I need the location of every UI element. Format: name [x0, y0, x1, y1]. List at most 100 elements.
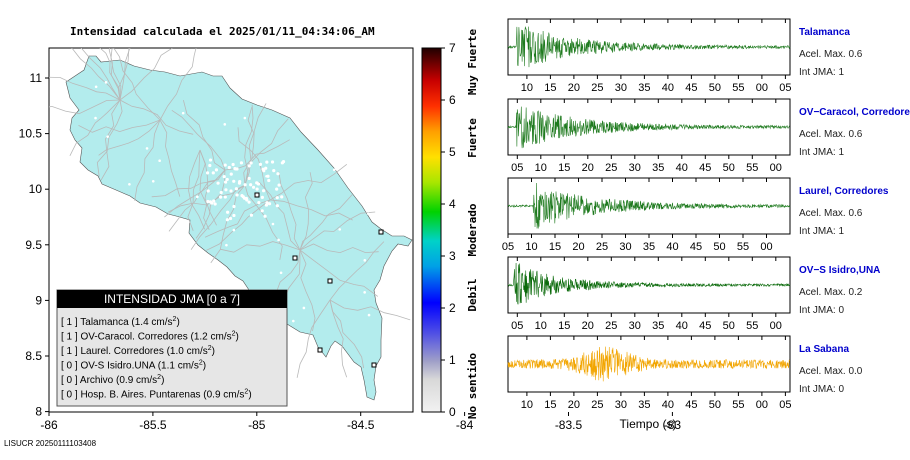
station-intensity: Int JMA: 1 [799, 67, 844, 78]
footer-code: LISUCR 20250111103408 [4, 439, 97, 448]
time-tick-label: 20 [568, 399, 580, 411]
map-y-tick-label: 10 [29, 182, 43, 196]
colorbar-label: Moderado [466, 203, 479, 256]
station-accel: Acel. Max. 0.2 [799, 287, 863, 298]
seismogram-2: 05 10 15 20 25 30 35 40 45 50 55 00 Laurel, Corredor… [502, 177, 889, 253]
waveform-line [507, 346, 791, 382]
time-tick-label: 05 [502, 241, 514, 253]
time-tick-label: 25 [605, 162, 617, 174]
time-tick-label: 45 [685, 82, 697, 94]
map-x-axis: -86 -85.5 -85 -84.5 -84 -83.5 -83 [40, 412, 681, 432]
time-tick-label: 00 [756, 399, 768, 411]
time-tick-label: 35 [652, 162, 664, 174]
time-tick-label: 00 [760, 241, 772, 253]
seismogram-0: 10 15 20 25 30 35 40 45 50 55 00 05 Talamanca Acel. M… [507, 18, 863, 94]
waveform-line [507, 106, 791, 149]
legend-item: [ 1 ] OV-Caracol. Corredores (1.2 cm/s2) [61, 331, 239, 343]
time-tick-label: 55 [732, 399, 744, 411]
seismogram-panels: 10 15 20 25 30 35 40 45 50 55 00 05 Talamanca Acel. M… [502, 18, 910, 411]
station-accel: Acel. Max. 0.0 [799, 366, 863, 377]
legend-title: INTENSIDAD JMA [0 a 7] [104, 292, 240, 306]
colorbar-tick: 4 [449, 197, 456, 211]
time-tick-label: 20 [582, 162, 594, 174]
time-tick-label: 50 [723, 162, 735, 174]
station-accel: Acel. Max. 0.6 [799, 129, 863, 140]
time-tick-label: 05 [779, 82, 791, 94]
station-name: OV−Caracol, Corredore [799, 107, 910, 118]
time-tick-label: 00 [770, 320, 782, 332]
station-intensity: Int JMA: 1 [799, 226, 844, 237]
map-y-tick-label: 8 [35, 405, 42, 419]
map-x-tick-label: -85 [248, 418, 266, 432]
colorbar-label: No sentido [466, 353, 479, 420]
time-tick-label: 25 [596, 241, 608, 253]
waveform-line [507, 182, 791, 229]
time-tick-label: 40 [662, 82, 674, 94]
intensity-legend: INTENSIDAD JMA [0 a 7] [ 1 ] Talamanca (… [56, 289, 288, 407]
station-name: Talamanca [799, 27, 850, 38]
map-x-tick-label: -83 [664, 418, 682, 432]
colorbar-tick: 5 [449, 145, 456, 159]
station-dots [94, 81, 371, 330]
colorbar-tick: 2 [449, 301, 456, 315]
time-tick-label: 45 [690, 241, 702, 253]
time-tick-label: 40 [676, 320, 688, 332]
colorbar-tick: 0 [449, 405, 456, 419]
legend-item: [ 0 ] Hosp. B. Aires. Puntarenas (0.9 cm… [61, 389, 252, 401]
time-tick-label: 40 [662, 399, 674, 411]
waveform-line [507, 263, 791, 305]
time-tick-label: 25 [591, 399, 603, 411]
time-tick-label: 10 [525, 241, 537, 253]
time-tick-label: 40 [666, 241, 678, 253]
time-tick-label: 45 [699, 162, 711, 174]
seismogram-1: 05 10 15 20 25 30 35 40 45 50 55 00 OV−Caracol, Corr… [507, 98, 910, 174]
map-x-tick-label: -86 [40, 418, 58, 432]
time-tick-label: 35 [638, 82, 650, 94]
time-tick-label: 45 [685, 399, 697, 411]
time-tick-label: 10 [521, 399, 533, 411]
colorbar-gradient [421, 47, 442, 413]
time-tick-label: 05 [779, 399, 791, 411]
map-x-tick-label: -84.5 [347, 418, 375, 432]
station-name: La Sabana [799, 344, 849, 355]
time-tick-label: 10 [535, 162, 547, 174]
time-tick-label: 35 [652, 320, 664, 332]
time-tick-label: 30 [629, 162, 641, 174]
time-tick-label: 10 [521, 82, 533, 94]
time-tick-label: 50 [709, 82, 721, 94]
time-tick-label: 40 [676, 162, 688, 174]
map-y-tick-label: 9 [35, 293, 42, 307]
time-tick-label: 45 [699, 320, 711, 332]
colorbar-tick: 7 [449, 41, 456, 55]
time-tick-label: 55 [746, 162, 758, 174]
time-tick-label: 35 [643, 241, 655, 253]
time-tick-label: 15 [544, 399, 556, 411]
station-name: Laurel, Corredores [799, 186, 889, 197]
x-axis-label: Tiempo (s) [620, 417, 677, 431]
time-tick-label: 20 [572, 241, 584, 253]
time-tick-label: 35 [638, 399, 650, 411]
station-accel: Acel. Max. 0.6 [799, 208, 863, 219]
time-tick-label: 30 [619, 241, 631, 253]
seismogram-4: 10 15 20 25 30 35 40 45 50 55 00 05 La Sabana Acel. M… [507, 335, 863, 411]
station-markers [254, 192, 384, 368]
time-tick-label: 55 [746, 320, 758, 332]
time-tick-label: 05 [511, 162, 523, 174]
station-intensity: Int JMA: 1 [799, 147, 844, 158]
map-y-tick-label: 9.5 [25, 238, 42, 252]
legend-item: [ 1 ] Laurel. Corredores (1.0 cm/s2) [61, 345, 215, 357]
colorbar-tick: 3 [449, 249, 456, 263]
map-x-tick-label: -85.5 [139, 418, 167, 432]
colorbar-label: Fuerte [466, 118, 479, 158]
colorbar-tick: 1 [449, 353, 456, 367]
station-accel: Acel. Max. 0.6 [799, 49, 863, 60]
time-tick-label: 15 [558, 162, 570, 174]
map-x-tick-label: -84 [456, 418, 474, 432]
legend-item: [ 1 ] Talamanca (1.4 cm/s2) [61, 316, 180, 328]
map-y-tick-label: 8.5 [25, 349, 42, 363]
map-y-tick-label: 11 [30, 71, 43, 85]
map-y-tick-label: 10.5 [19, 127, 43, 141]
time-tick-label: 15 [549, 241, 561, 253]
legend-item: [ 0 ] Archivo (0.9 cm/s2) [61, 374, 164, 386]
